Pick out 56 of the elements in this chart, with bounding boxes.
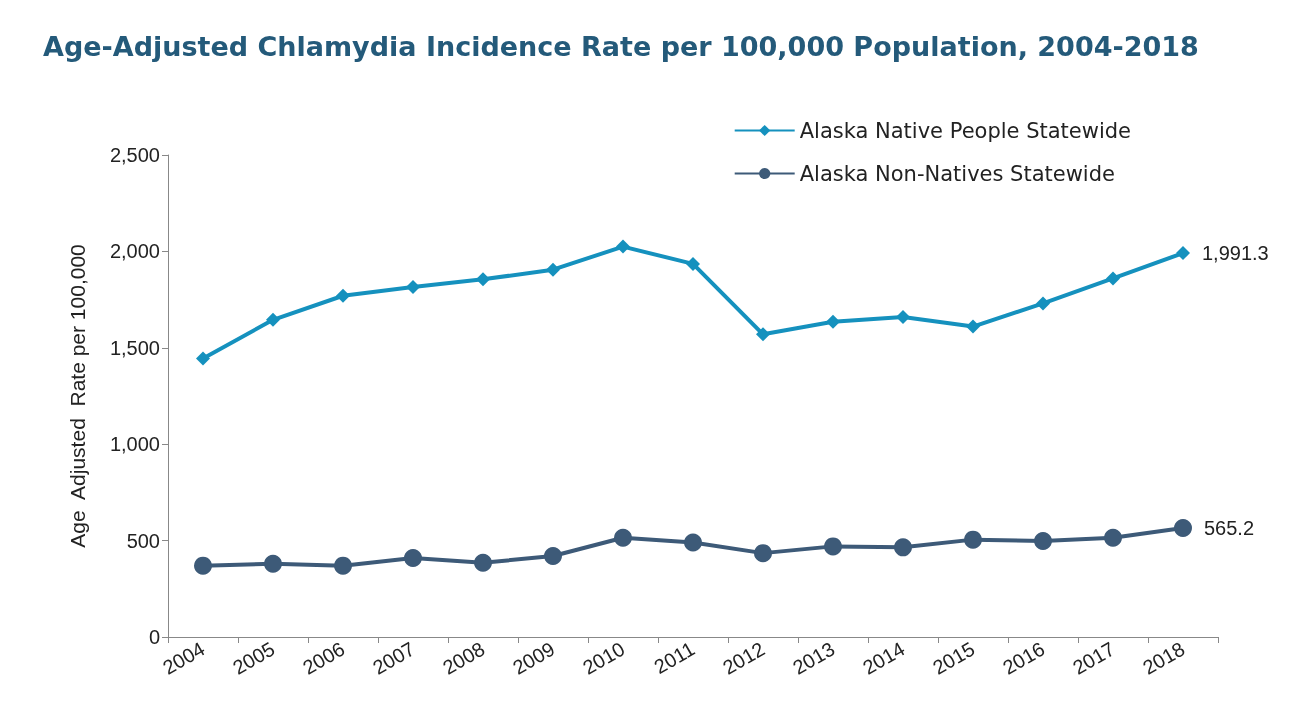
chart-title: Age-Adjusted Chlamydia Incidence Rate per 100,000 Population, 2004-2018 <box>43 31 1199 62</box>
point <box>614 528 632 547</box>
x-tick-label: 2008 <box>438 637 489 679</box>
point <box>964 530 982 549</box>
x-tick-label: 2015 <box>928 637 979 679</box>
y-axis-title: Age Adjusted Rate per 100,000 <box>66 244 89 548</box>
point <box>684 533 702 552</box>
point <box>336 288 350 303</box>
point <box>264 554 282 573</box>
point <box>546 262 560 277</box>
x-tick-label: 2006 <box>298 637 349 679</box>
y-tick-label: 1,500 <box>109 336 160 359</box>
x-tick-label: 2011 <box>650 637 699 679</box>
point <box>826 314 840 329</box>
point <box>824 537 842 556</box>
point <box>1034 531 1052 550</box>
point <box>404 548 422 567</box>
y-tick-label: 2,000 <box>109 240 160 263</box>
point <box>334 556 352 575</box>
x-tick-label: 2018 <box>1138 637 1189 679</box>
point <box>616 239 630 254</box>
point <box>1104 528 1122 547</box>
point <box>1176 246 1190 261</box>
y-tick-label: 500 <box>126 529 160 552</box>
point <box>1106 271 1120 286</box>
x-tick-label: 2007 <box>368 637 419 679</box>
data-label: 565.2 <box>1204 517 1255 540</box>
point <box>754 544 772 563</box>
legend-label: Alaska Native People Statewide <box>799 118 1132 143</box>
point <box>686 256 700 271</box>
y-tick-label: 0 <box>148 626 160 648</box>
point <box>266 312 280 327</box>
y-tick-label: 2,500 <box>109 144 160 166</box>
point <box>966 319 980 334</box>
x-tick-label: 2017 <box>1068 637 1119 679</box>
point <box>474 553 492 572</box>
point <box>1036 296 1050 311</box>
x-tick-label: 2005 <box>228 637 279 679</box>
point <box>476 272 490 287</box>
x-tick-label: 2014 <box>858 637 909 679</box>
point <box>196 351 210 366</box>
point <box>1174 519 1192 538</box>
x-tick-label: 2010 <box>578 637 629 679</box>
y-tick-label: 1,000 <box>109 433 160 456</box>
x-tick-label: 2016 <box>998 637 1049 679</box>
point <box>896 309 910 324</box>
x-tick-label: 2013 <box>788 637 839 679</box>
x-tick-label: 2012 <box>718 637 769 679</box>
point <box>756 327 770 342</box>
data-label: 1,991.3 <box>1202 242 1269 265</box>
point <box>194 556 212 575</box>
point <box>894 538 912 557</box>
x-tick-label: 2009 <box>508 637 559 679</box>
point <box>406 280 420 295</box>
point <box>544 547 562 566</box>
legend-label: Alaska Non-Natives Statewide <box>799 161 1115 186</box>
